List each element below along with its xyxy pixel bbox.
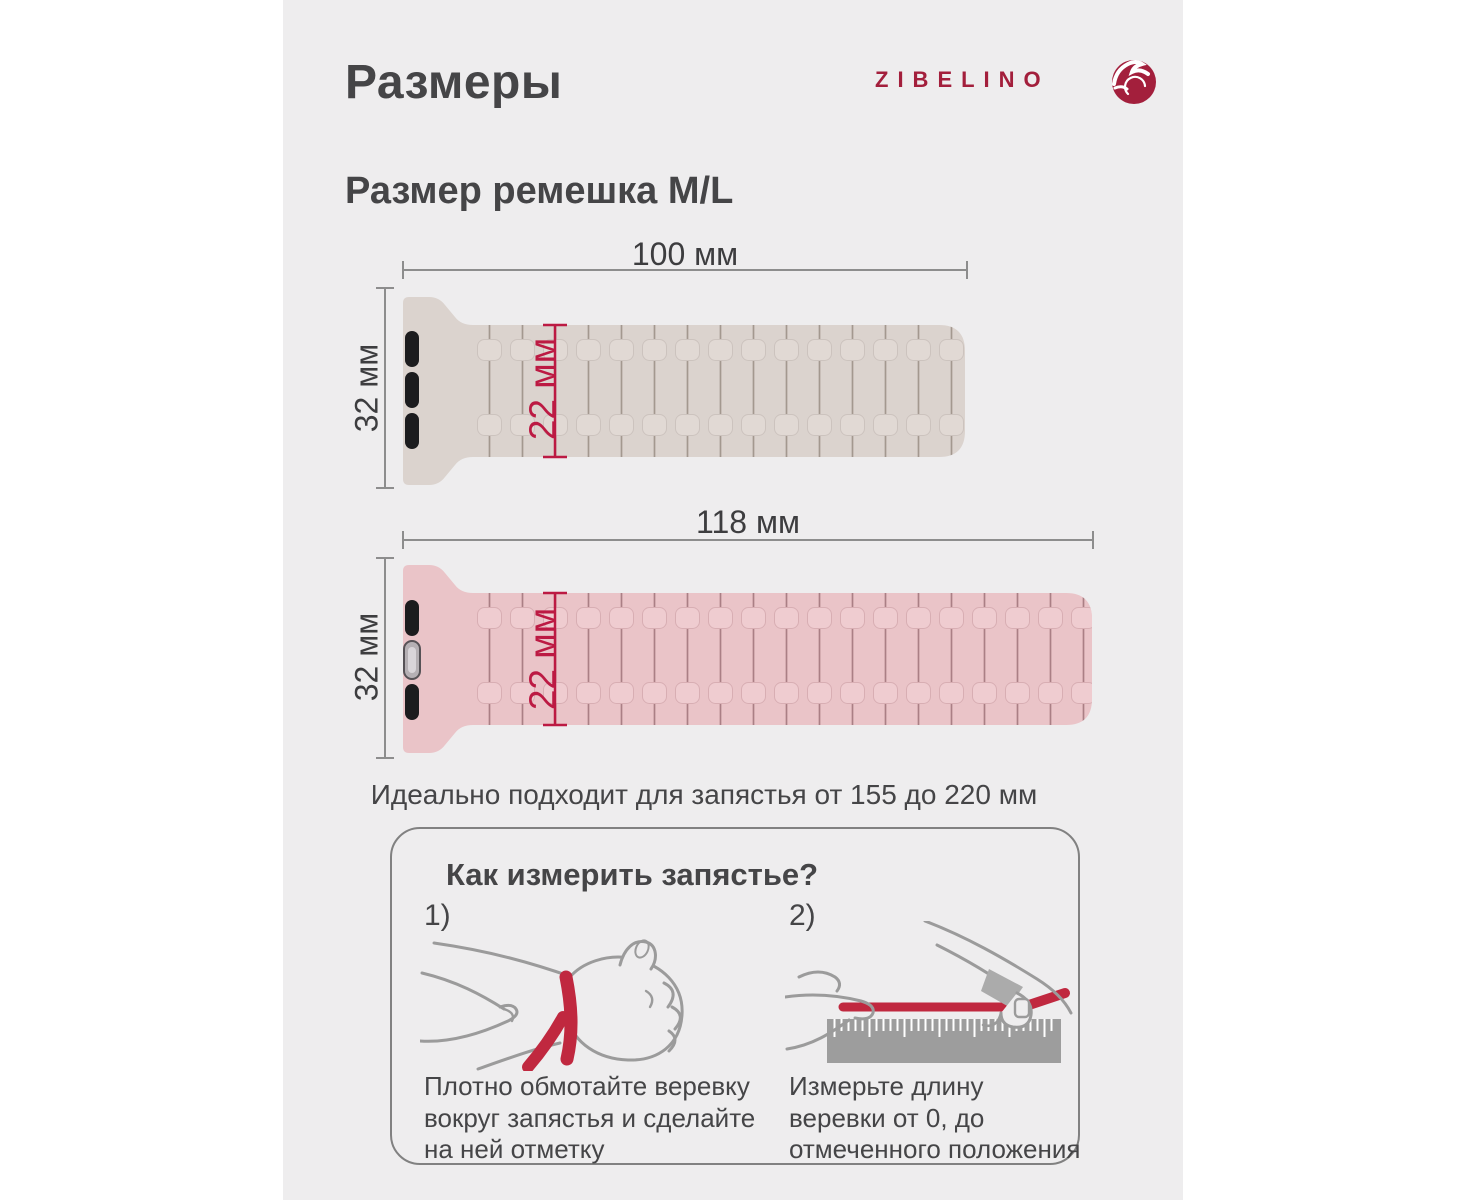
connector-slots <box>405 331 419 449</box>
infographic-canvas: Размеры ZIBELINO Размер ремешка M/L <box>283 0 1183 1200</box>
dimension-height-top <box>376 287 394 489</box>
how-to-step-2: 2) <box>785 895 1085 1165</box>
height-label-bottom: 32 мм <box>348 612 385 702</box>
strap-diagram-top <box>376 261 968 489</box>
page-title: Размеры <box>345 56 563 109</box>
length-label-top: 100 мм <box>631 236 739 272</box>
how-to-step-1: 1) <box>420 895 770 1165</box>
dimension-height-bottom <box>376 557 394 759</box>
section-subtitle: Размер ремешка M/L <box>345 170 734 212</box>
strap-diagram-bottom <box>376 531 1094 759</box>
dimension-inner-top <box>543 323 567 459</box>
step-1-caption: Плотно обмотайте веревку вокруг запястья… <box>424 1071 756 1165</box>
strap-link-pattern <box>469 325 965 457</box>
dimension-length-bottom <box>402 531 1094 549</box>
inner-width-label-bottom: 22 мм <box>522 607 563 711</box>
brand-logo-text: ZIBELINO <box>875 67 1050 92</box>
step-1-number: 1) <box>424 899 451 932</box>
step-2-number: 2) <box>789 899 816 932</box>
fit-note: Идеально подходит для запястья от 155 до… <box>370 779 1038 810</box>
wrap-rope-around-wrist-icon <box>420 939 684 1071</box>
how-to-measure-box: Как измерить запястье? 1) <box>390 827 1080 1165</box>
measure-rope-with-ruler-icon <box>785 921 1073 1063</box>
height-label-top: 32 мм <box>348 343 385 433</box>
strap-link-pattern <box>469 593 1092 725</box>
length-label-bottom: 118 мм <box>696 504 800 540</box>
sable-logo-icon <box>1112 60 1156 104</box>
inner-width-label-top: 22 мм <box>522 337 563 441</box>
dimension-length-top <box>402 261 968 279</box>
connector-slots <box>403 600 421 720</box>
step-2-caption: Измерьте длину веревки от 0, до отмеченн… <box>789 1071 1081 1165</box>
dimension-inner-bottom <box>543 591 567 727</box>
how-to-title: Как измерить запястье? <box>446 857 819 892</box>
